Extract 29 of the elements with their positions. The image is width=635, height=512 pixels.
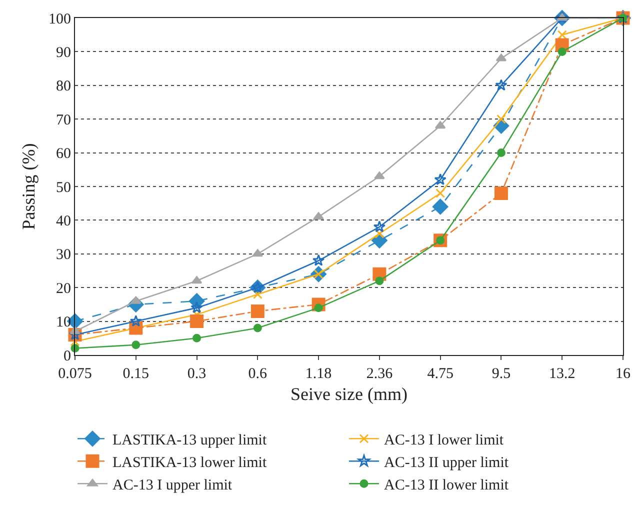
x-tick-label: 9.5: [492, 366, 511, 382]
legend-label: AC-13 II lower limit: [384, 478, 510, 494]
x-tick-label: 0.6: [248, 366, 268, 382]
legend-label: AC-13 I lower limit: [384, 432, 504, 448]
x-tick-label: 16: [616, 366, 631, 382]
y-tick-label: 50: [56, 180, 71, 196]
x-tick-label: 0.3: [187, 366, 206, 382]
legend-label: AC-13 I upper limit: [112, 478, 233, 494]
x-axis-title: Seive size (mm): [290, 384, 408, 404]
x-tick-label: 2.36: [366, 366, 394, 382]
y-tick-label: 70: [56, 112, 71, 128]
legend-label: LASTIKA-13 upper limit: [112, 432, 268, 448]
y-tick-label: 0: [64, 348, 71, 364]
y-axis-title: Passing (%): [18, 143, 39, 230]
x-tick-label: 1.18: [305, 366, 332, 382]
y-tick-label: 20: [56, 280, 71, 297]
legend-label: LASTIKA-13 lower limit: [112, 455, 268, 471]
y-tick-label: 30: [56, 247, 71, 264]
x-tick-label: 13.2: [548, 366, 576, 382]
y-tick-label: 40: [56, 213, 71, 230]
y-tick-label: 100: [48, 11, 71, 28]
legend-label: AC-13 II upper limit: [384, 455, 510, 471]
y-tick-label: 60: [56, 146, 71, 162]
x-tick-label: 4.75: [427, 366, 454, 382]
y-tick-label: 10: [56, 314, 71, 331]
y-tick-label: 90: [56, 44, 71, 61]
x-tick-label: 0.075: [58, 366, 92, 382]
x-tick-label: 0.15: [122, 366, 150, 382]
y-tick-label: 80: [56, 78, 71, 95]
